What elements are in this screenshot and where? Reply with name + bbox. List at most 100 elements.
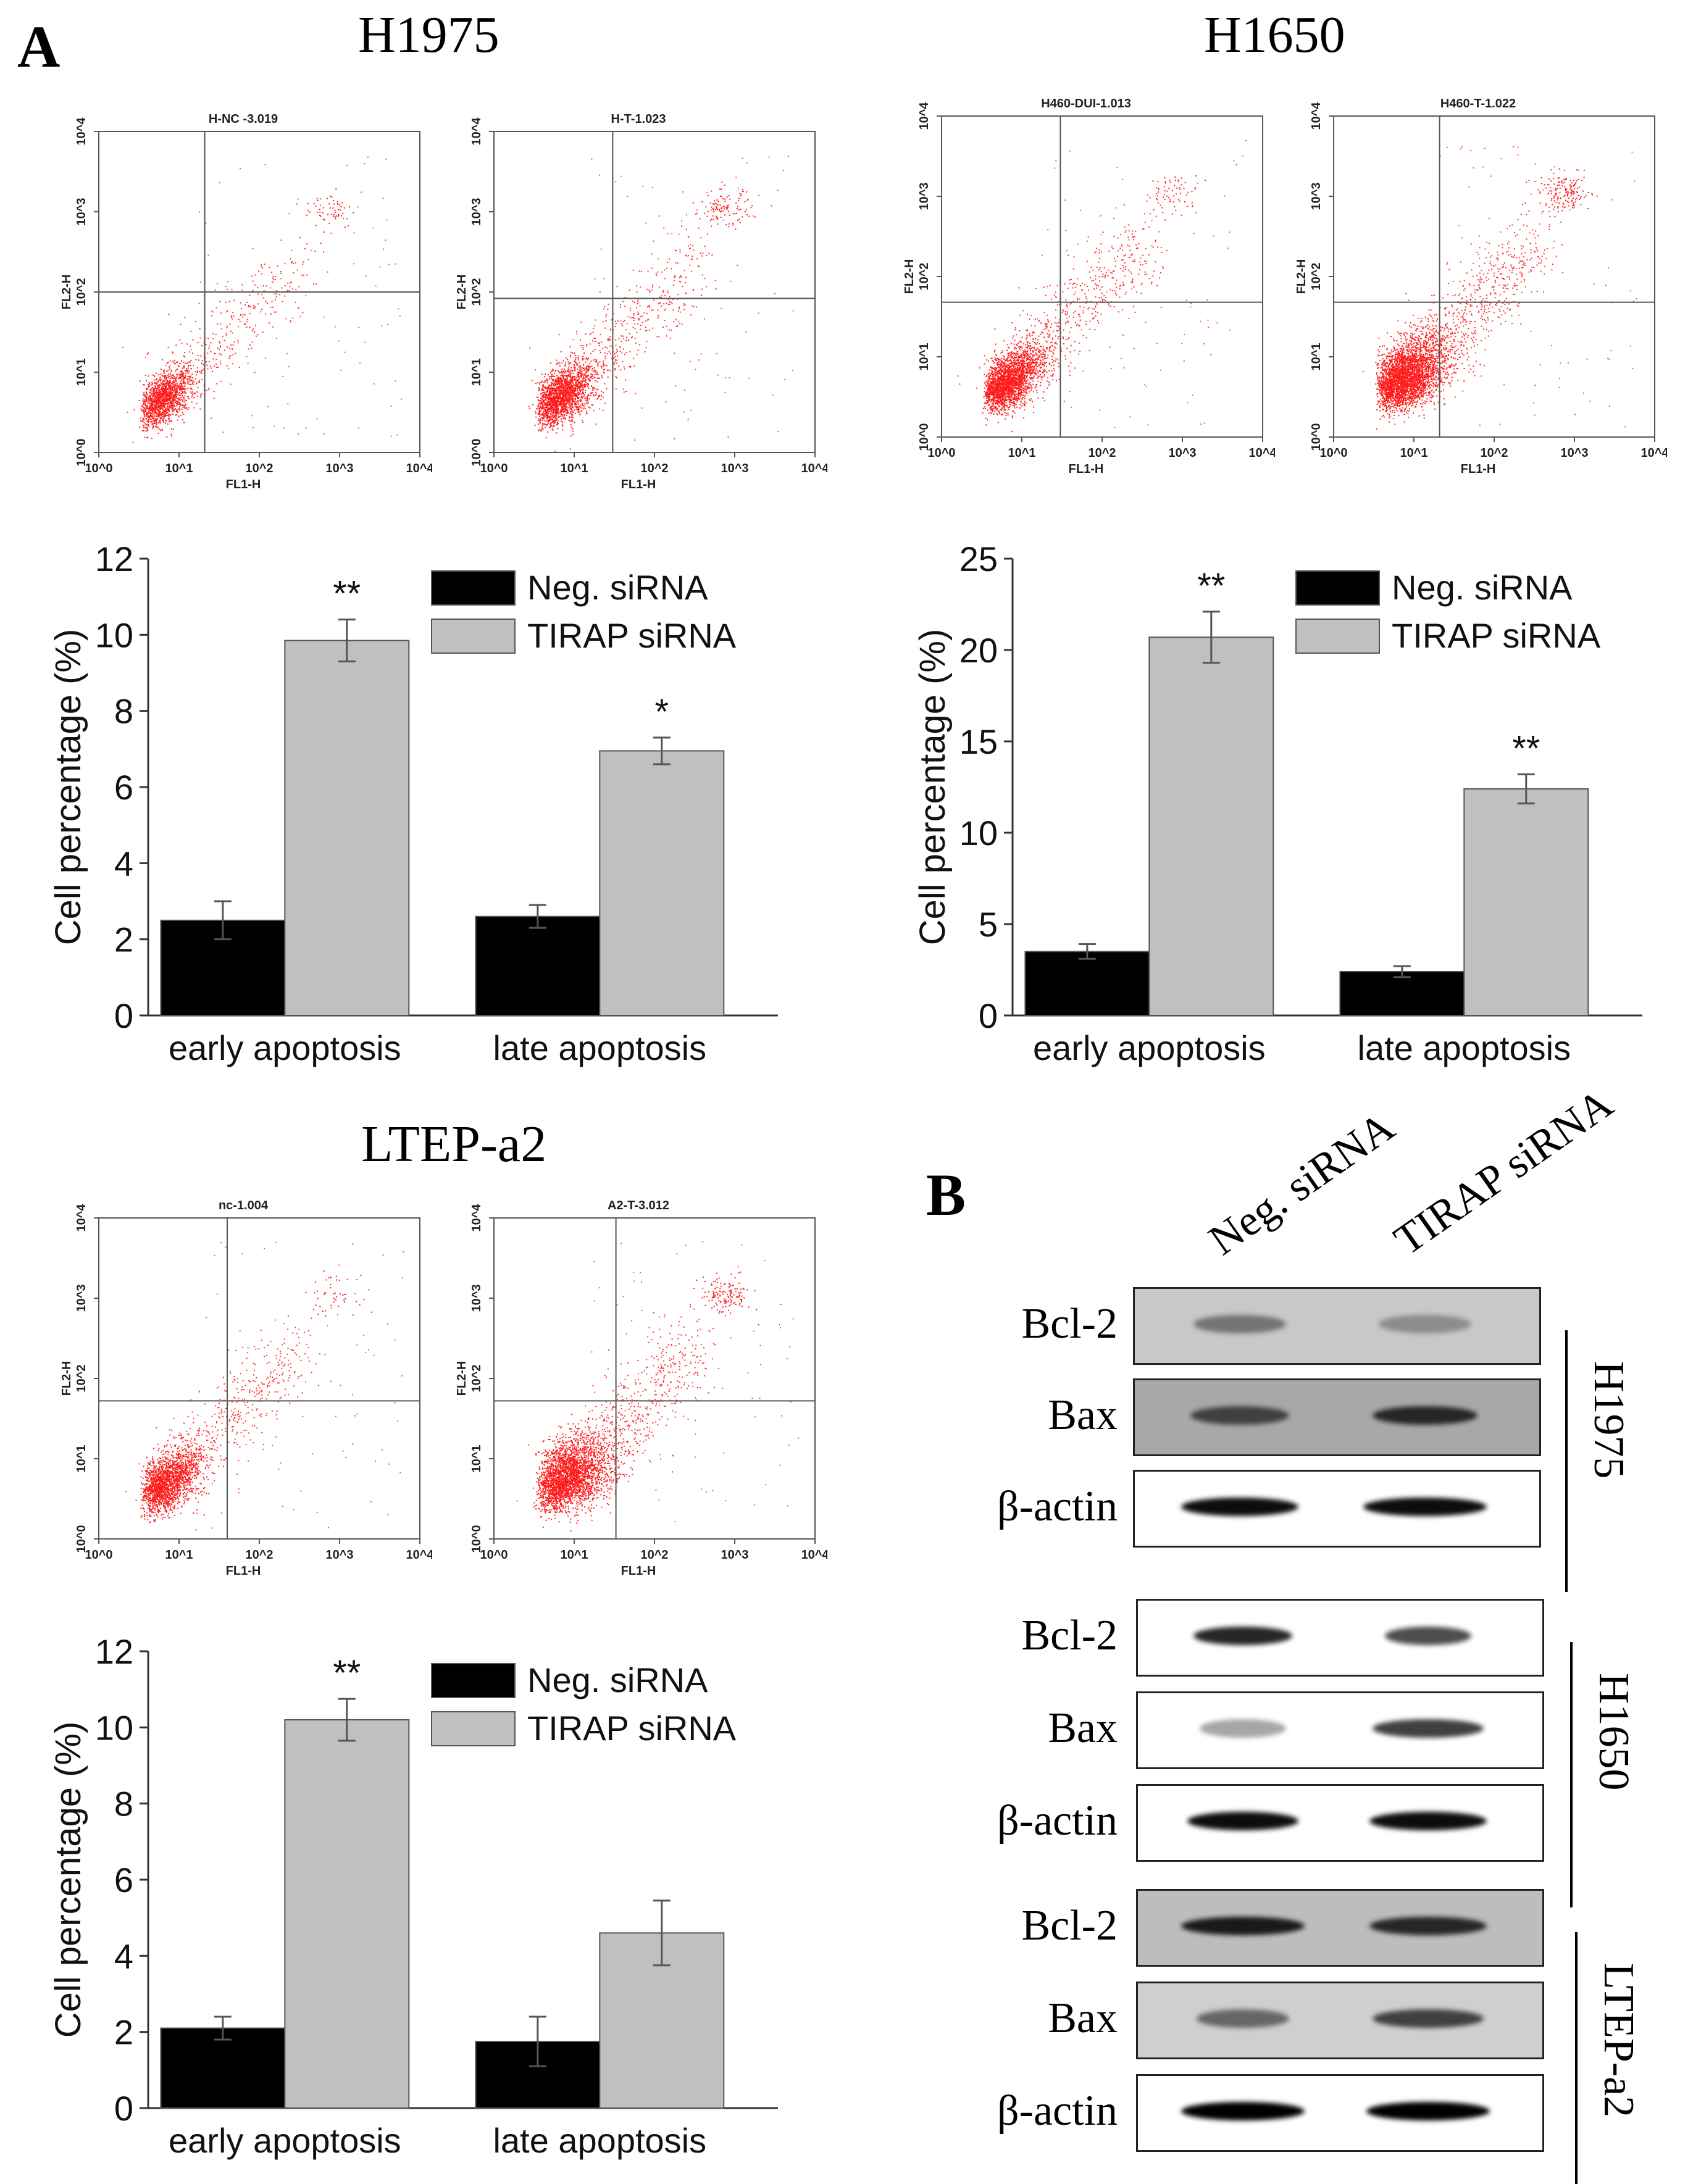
x-category-label: late apoptosis (493, 1028, 707, 1067)
blot-cell-line-label: H1650 (1590, 1673, 1637, 1791)
bar-chart-ltep-a2: 0 2 4 6 8 10 12 Cell percentage (%) ** early apop… (49, 1623, 815, 2167)
flow-points (516, 1241, 800, 1532)
error-bar (214, 2015, 232, 2041)
legend-swatch (431, 1663, 516, 1698)
flow-x-tick-label: 10^4 (406, 462, 432, 475)
flow-plot-svg: H460-T-1.022 10^010^0 10^1 10^1 10^2 10^2 10^3… (1297, 97, 1667, 476)
blot-strip (1133, 1470, 1541, 1548)
flow-x-tick-label: 10^3 (1168, 446, 1196, 460)
y-tick-label: 0 (114, 2089, 133, 2128)
y-tick-label: 12 (95, 1632, 133, 1671)
significance-marker: * (655, 692, 669, 732)
flow-x-tick-label: 10^0 (85, 1548, 112, 1562)
blot-band (1190, 1406, 1289, 1425)
blot-protein-label: β-actin (997, 1483, 1118, 1530)
flow-y-tick-label: 10^2 (75, 1364, 88, 1392)
blot-group-bracket (1565, 1330, 1568, 1592)
y-tick-label: 8 (114, 692, 133, 731)
flow-y-axis-label: FL2-H (62, 1361, 73, 1396)
bar-chart-svg: 0 5 10 15 20 25 Cell percentage (%) ** early apo… (914, 540, 1642, 1067)
blot-band (1193, 1315, 1286, 1333)
flow-x-tick-label: 10^1 (560, 1548, 588, 1562)
flow-x-axis-label: FL1-H (621, 478, 656, 491)
y-tick-label: 2 (114, 2013, 133, 2052)
flow-x-tick-label: 10^2 (640, 462, 668, 475)
blot-band (1363, 1498, 1487, 1516)
lane-label-neg: Neg. siRNA (1200, 1102, 1403, 1265)
flow-y-tick-label: 10^3 (1310, 182, 1323, 210)
panel-letter-b: B (926, 1162, 966, 1228)
flow-x-tick-label: 10^2 (245, 1548, 273, 1562)
flow-plot-svg: H-NC -3.019 10^010^0 10^1 10^1 10^2 10^2 10^3 1… (62, 112, 432, 491)
blot-group-bracket (1570, 1642, 1573, 1907)
flow-y-tick-label: 10^3 (75, 1284, 88, 1312)
flow-x-axis-label: FL1-H (1069, 462, 1104, 476)
x-category-label: early apoptosis (1033, 1028, 1266, 1067)
flow-points (122, 156, 403, 443)
bar (160, 2027, 286, 2109)
blot-strip (1136, 1889, 1544, 1967)
flow-x-tick-label: 10^4 (1248, 446, 1275, 460)
error-bar (653, 736, 671, 765)
flow-plot-ltep-neg: nc-1.004 10^0 10^0 10^1 10^1 10^2 10^2 10^3 10^3… (62, 1194, 432, 1583)
flow-y-tick-label: 10^4 (1310, 102, 1323, 130)
flow-x-axis-label: FL1-H (226, 1564, 261, 1578)
bar-chart-h1975: 0 2 4 6 8 10 12 Cell percentage (%) ** early apop… (49, 531, 815, 1074)
error-bar (338, 619, 356, 662)
flow-plot-ltep-tirap: A2-T-3.012 10^0 10^0 10^1 10^1 10^2 10^2 10^3 10… (457, 1194, 827, 1583)
flow-x-tick-label: 10^3 (325, 1548, 353, 1562)
legend-label: TIRAP siRNA (527, 1709, 737, 1748)
blot-strip (1136, 2074, 1544, 2152)
error-bar (529, 2015, 546, 2067)
error-bar (1393, 965, 1411, 978)
flow-x-tick-label: 10^0 (480, 462, 508, 475)
flow-y-tick-label: 10^4 (75, 117, 88, 146)
y-tick-label: 20 (959, 631, 998, 670)
y-tick-label: 10 (95, 615, 133, 654)
flow-y-tick-label: 10^1 (470, 1444, 483, 1472)
flow-x-tick-label: 10^2 (1480, 446, 1508, 460)
blot-band (1373, 2009, 1484, 2028)
flow-points (1362, 146, 1637, 430)
flow-y-tick-label: 10^0 (917, 423, 931, 451)
cell-title-h1650: H1650 (1204, 6, 1345, 64)
error-bar (1517, 773, 1535, 805)
y-tick-label: 2 (114, 920, 133, 959)
flow-y-tick-label: 10^0 (75, 1525, 88, 1553)
flow-plot-svg: H460-DUI-1.013 10^010^0 10^1 10^1 10^2 10^2 10… (905, 97, 1275, 476)
y-tick-label: 25 (959, 540, 998, 578)
bar-chart-svg: 0 2 4 6 8 10 12 Cell percentage (%) ** early apop… (49, 540, 778, 1067)
y-tick-label: 0 (979, 996, 998, 1035)
flow-y-tick-label: 10^2 (1310, 262, 1323, 290)
panel-letter-a: A (17, 14, 61, 80)
flow-x-tick-label: 10^2 (245, 462, 273, 475)
flow-y-axis-label: FL2-H (457, 275, 469, 310)
x-category-label: late apoptosis (493, 2121, 707, 2160)
significance-marker: ** (333, 1653, 361, 1693)
bar (599, 750, 725, 1016)
y-tick-label: 4 (114, 1936, 133, 1975)
flow-x-tick-label: 10^3 (325, 462, 353, 475)
y-tick-label: 10 (95, 1708, 133, 1747)
blot-band (1187, 1812, 1298, 1830)
flow-x-tick-label: 10^2 (1088, 446, 1116, 460)
y-tick-label: 10 (959, 814, 998, 852)
error-bar (1078, 943, 1096, 960)
flow-plot-title: H-NC -3.019 (209, 112, 278, 126)
flow-x-tick-label: 10^3 (721, 462, 748, 475)
blot-protein-label: Bcl-2 (1021, 1300, 1118, 1348)
error-bar (1202, 611, 1220, 664)
flow-y-tick-label: 10^0 (470, 1525, 483, 1553)
legend-swatch (431, 570, 516, 606)
flow-y-tick-label: 10^1 (470, 358, 483, 386)
blot-band (1373, 1406, 1477, 1425)
flow-plot-title: H460-T-1.022 (1440, 97, 1516, 110)
bar (1463, 788, 1589, 1016)
flow-points (125, 1241, 404, 1531)
blot-band (1366, 2102, 1490, 2120)
x-category-label: late apoptosis (1358, 1028, 1571, 1067)
flow-y-tick-label: 10^1 (1310, 343, 1323, 370)
flow-y-tick-label: 10^0 (75, 438, 88, 466)
blot-protein-label: Bax (1048, 1391, 1118, 1439)
